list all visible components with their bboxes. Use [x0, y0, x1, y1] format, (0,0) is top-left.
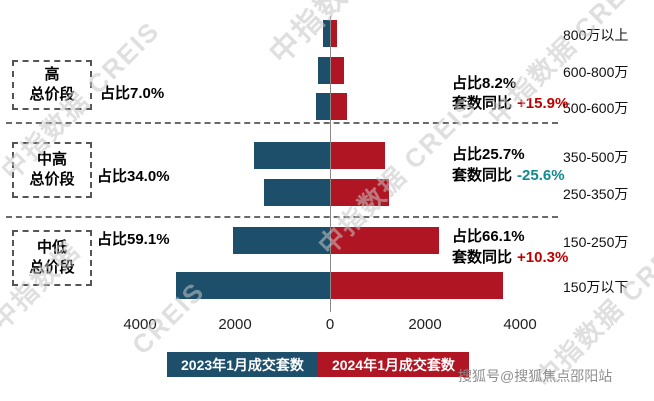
- bar-2023-5: [232, 226, 330, 254]
- bar-2024-0: [330, 19, 338, 47]
- share-label-mid-high-2023: 占比34.0%: [97, 168, 170, 185]
- price-band-label-2: 500-600万: [563, 100, 629, 116]
- share-label-high-2024: 占比8.2%: [452, 75, 517, 92]
- bar-2023-1: [318, 56, 330, 84]
- bar-2023-6: [175, 271, 330, 299]
- group-box-label: 中低: [36, 238, 67, 256]
- bar-2023-2: [315, 92, 331, 120]
- price-band-label-5: 150-250万: [563, 234, 629, 250]
- group-box-label: 总价段: [29, 86, 75, 103]
- bar-2024-5: [330, 226, 440, 254]
- group-box-mid-high: 中高 总价段: [12, 142, 92, 198]
- x-axis-tick-2: 0: [325, 316, 335, 333]
- yoy-value: +15.9%: [517, 95, 569, 112]
- group-box-high: 高 总价段: [12, 60, 92, 110]
- x-axis-tick-0: 4000: [123, 316, 157, 333]
- yoy-caption: 套数同比: [452, 95, 513, 112]
- yoy-label-mid-low: 套数同比 +10.3%: [452, 246, 568, 267]
- bar-2023-3: [254, 141, 330, 169]
- price-band-label-6: 150万以下: [563, 279, 629, 295]
- group-box-label: 总价段: [29, 259, 75, 276]
- bar-2024-2: [330, 92, 347, 120]
- share-label-high-2023: 占比7.0%: [100, 85, 165, 102]
- group-separator-line: [6, 216, 558, 218]
- x-axis-tick-3: 2000: [408, 316, 442, 333]
- yoy-label-high: 套数同比 +15.9%: [452, 92, 568, 113]
- zero-axis-line: [330, 16, 331, 312]
- yoy-caption: 套数同比: [452, 167, 513, 184]
- yoy-label-mid-high: 套数同比 -25.6%: [452, 164, 565, 185]
- x-axis-tick-4: 4000: [503, 316, 537, 333]
- group-box-label: 高: [44, 65, 60, 83]
- bar-2024-6: [330, 271, 504, 299]
- legend-2023: 2023年1月成交套数: [167, 352, 318, 377]
- bar-2023-0: [322, 19, 330, 47]
- group-box-label: 中高: [36, 150, 67, 168]
- price-band-label-3: 350-500万: [563, 149, 629, 165]
- share-label-mid-low-2024: 占比66.1%: [452, 228, 525, 245]
- group-box-label: 总价段: [29, 171, 75, 188]
- share-label-mid-low-2023: 占比59.1%: [97, 231, 170, 248]
- legend: 2023年1月成交套数 2024年1月成交套数: [167, 352, 469, 377]
- price-band-label-1: 600-800万: [563, 64, 629, 80]
- legend-2024: 2024年1月成交套数: [317, 352, 469, 377]
- price-band-label-4: 250-350万: [563, 186, 629, 202]
- bar-2023-4: [263, 178, 330, 206]
- yoy-value: +10.3%: [517, 249, 569, 266]
- bar-2024-1: [330, 56, 345, 84]
- price-band-label-0: 800万以上: [563, 27, 629, 43]
- share-label-mid-high-2024: 占比25.7%: [452, 146, 525, 163]
- group-box-mid-low: 中低 总价段: [12, 230, 92, 286]
- x-axis-tick-1: 2000: [218, 316, 252, 333]
- source-tag: 搜狐号@搜狐焦点邵阳站: [458, 368, 613, 384]
- bar-2024-3: [330, 141, 385, 169]
- group-separator-line: [6, 122, 558, 124]
- yoy-value: -25.6%: [517, 167, 565, 184]
- yoy-caption: 套数同比: [452, 249, 513, 266]
- bar-2024-4: [330, 178, 390, 206]
